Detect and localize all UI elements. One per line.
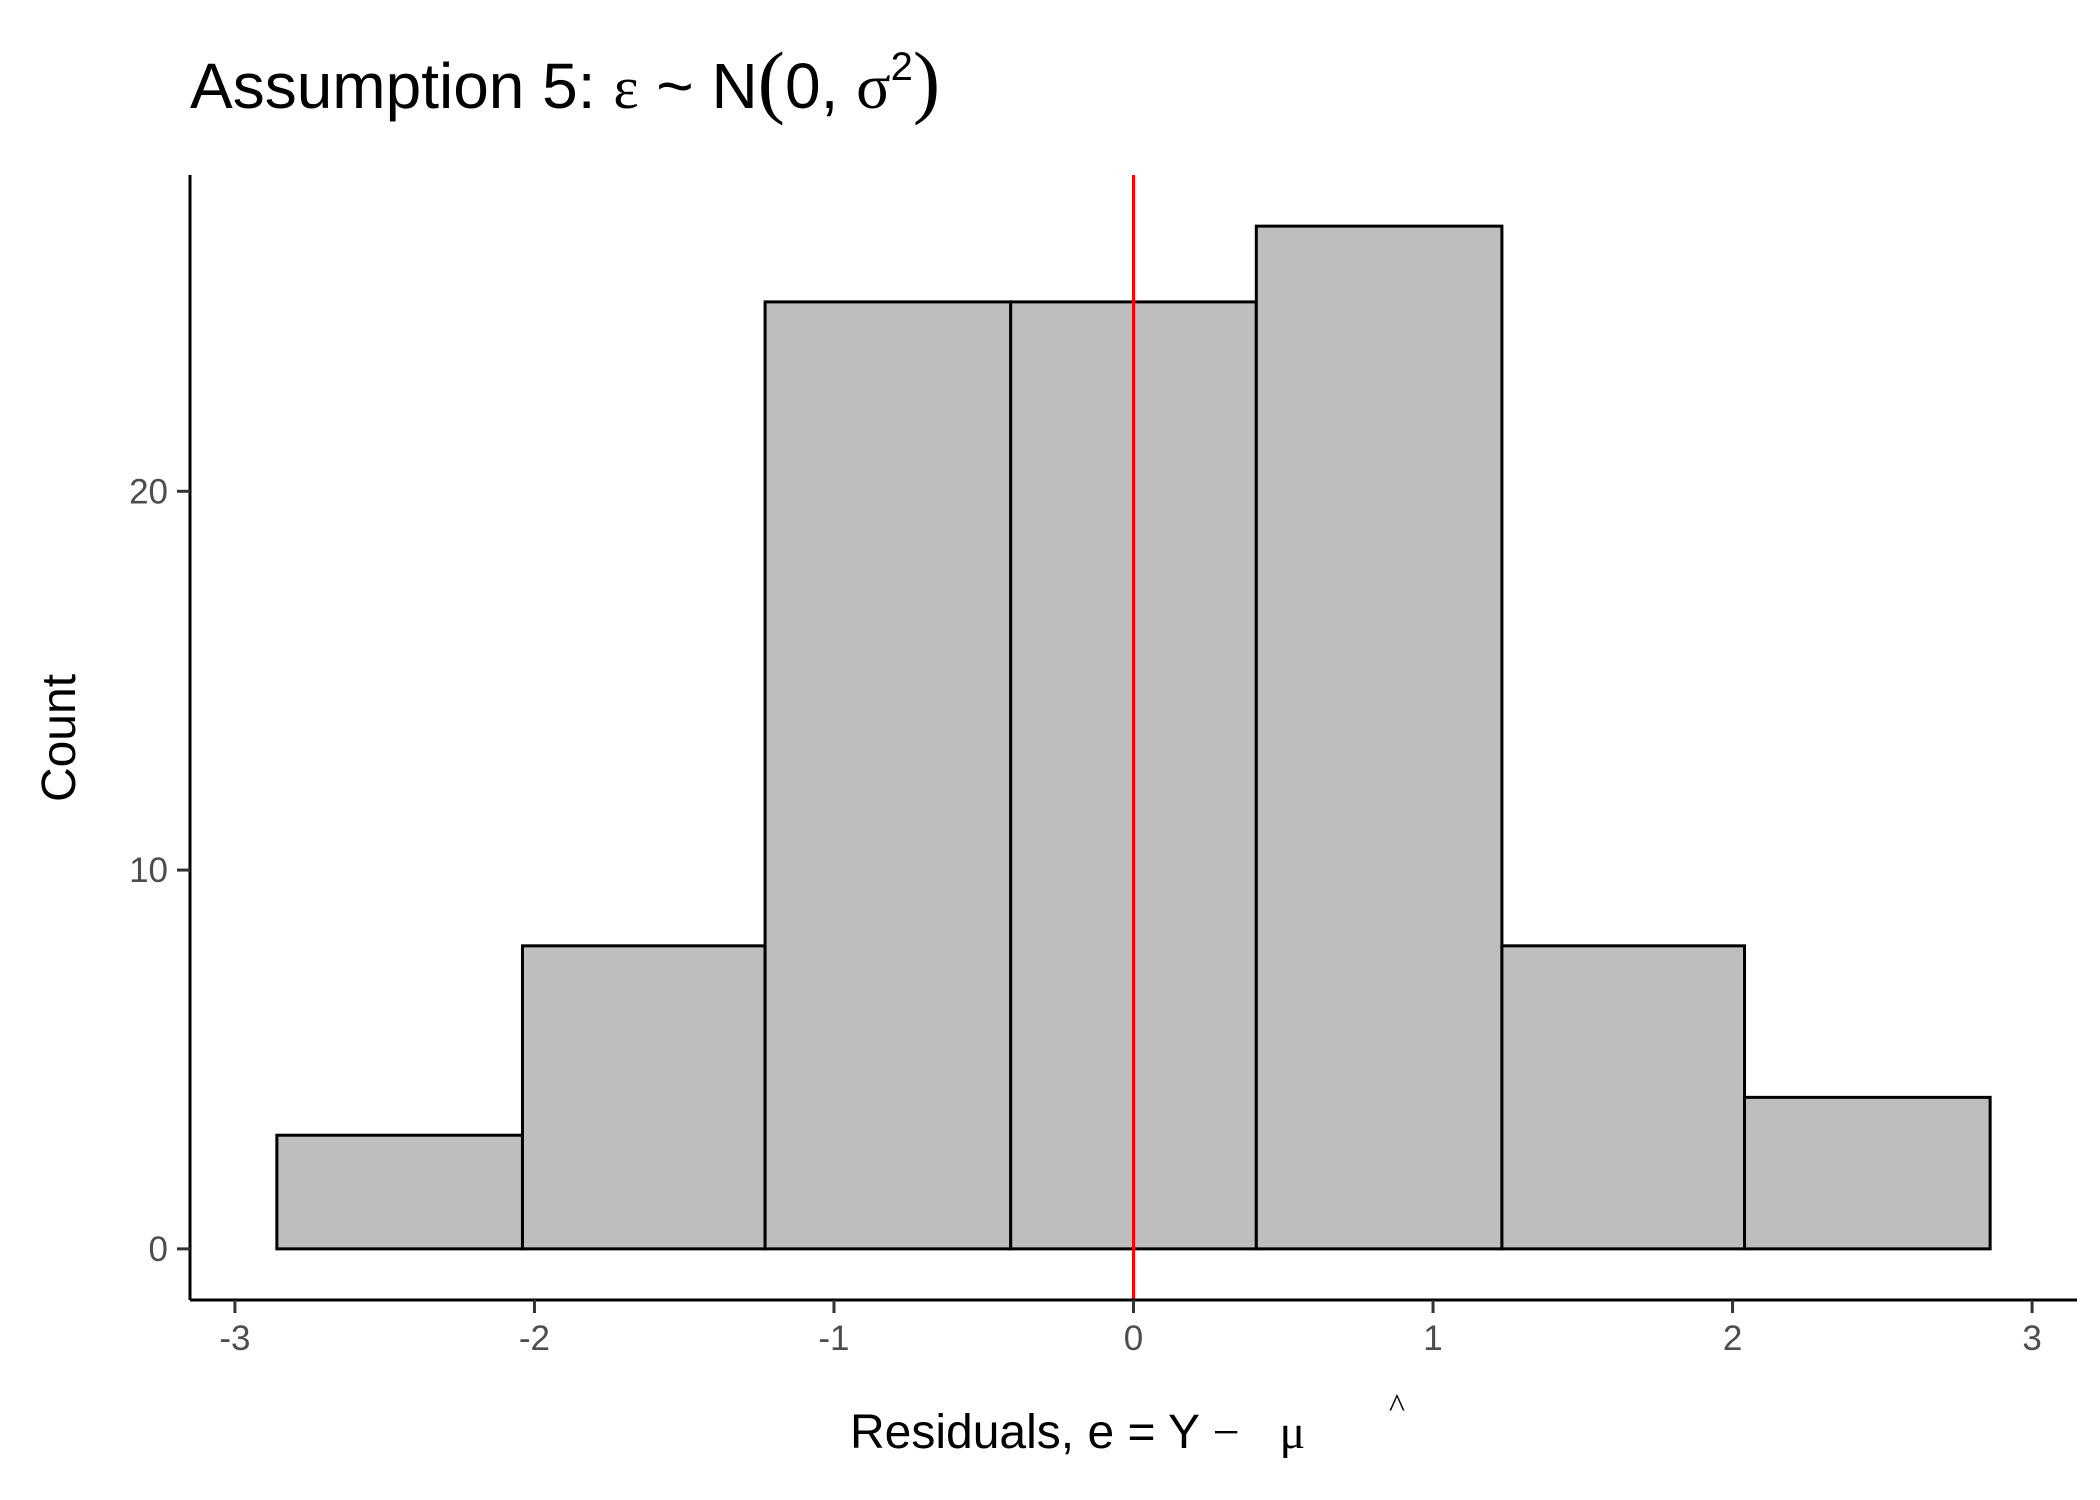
x-tick-label: 0 xyxy=(1124,1319,1143,1358)
title-tilde: ~ xyxy=(639,50,712,122)
x-tick-label: 1 xyxy=(1423,1319,1442,1358)
y-axis: 0 10 20 xyxy=(129,175,192,1300)
histogram-bar-5 xyxy=(1254,224,1504,1251)
svg-text:Residuals, e = Y −μ: Residuals, e = Y − μ xyxy=(850,1406,1305,1459)
y-tick-label: 0 xyxy=(149,1230,168,1269)
x-axis-title-prefix: Residuals, e = Y xyxy=(850,1406,1212,1459)
x-axis: -3 -2 -1 0 1 2 3 xyxy=(190,1298,2077,1358)
x-tick-label: -3 xyxy=(219,1319,250,1358)
x-tick-label: 3 xyxy=(2022,1319,2041,1358)
title-close-paren: ) xyxy=(913,35,940,126)
title-open-paren: ( xyxy=(758,35,785,126)
x-tick-label: -1 xyxy=(818,1319,849,1358)
title-superscript: 2 xyxy=(891,45,913,89)
title-n: N xyxy=(711,50,757,122)
title-epsilon: ε xyxy=(613,55,638,121)
bars-group xyxy=(275,224,1992,1251)
histogram-bar-2 xyxy=(520,944,767,1251)
x-axis-title-hat: ^ xyxy=(1389,1388,1405,1425)
histogram-bar-7 xyxy=(1743,1095,1992,1251)
x-tick-label: -2 xyxy=(519,1319,550,1358)
histogram-bar-1 xyxy=(275,1133,524,1251)
histogram-bar-6 xyxy=(1500,944,1747,1251)
y-tick-label: 10 xyxy=(129,851,168,890)
title-zero: 0, xyxy=(785,50,856,122)
x-tick-label: 2 xyxy=(1723,1319,1742,1358)
title-prefix: Assumption 5: xyxy=(190,50,613,122)
y-axis-title: Count xyxy=(33,674,86,802)
chart-title: Assumption 5: ε ~ N(0, σ2) xyxy=(190,35,940,126)
x-axis-title: Residuals, e = Y − μ ^ xyxy=(850,1388,1405,1459)
histogram-bar-3 xyxy=(763,300,1013,1251)
title-sigma: σ xyxy=(856,51,891,122)
x-axis-title-minus: − xyxy=(1212,1406,1239,1459)
x-axis-title-mu: μ xyxy=(1280,1406,1306,1459)
y-tick-label: 20 xyxy=(129,472,168,511)
